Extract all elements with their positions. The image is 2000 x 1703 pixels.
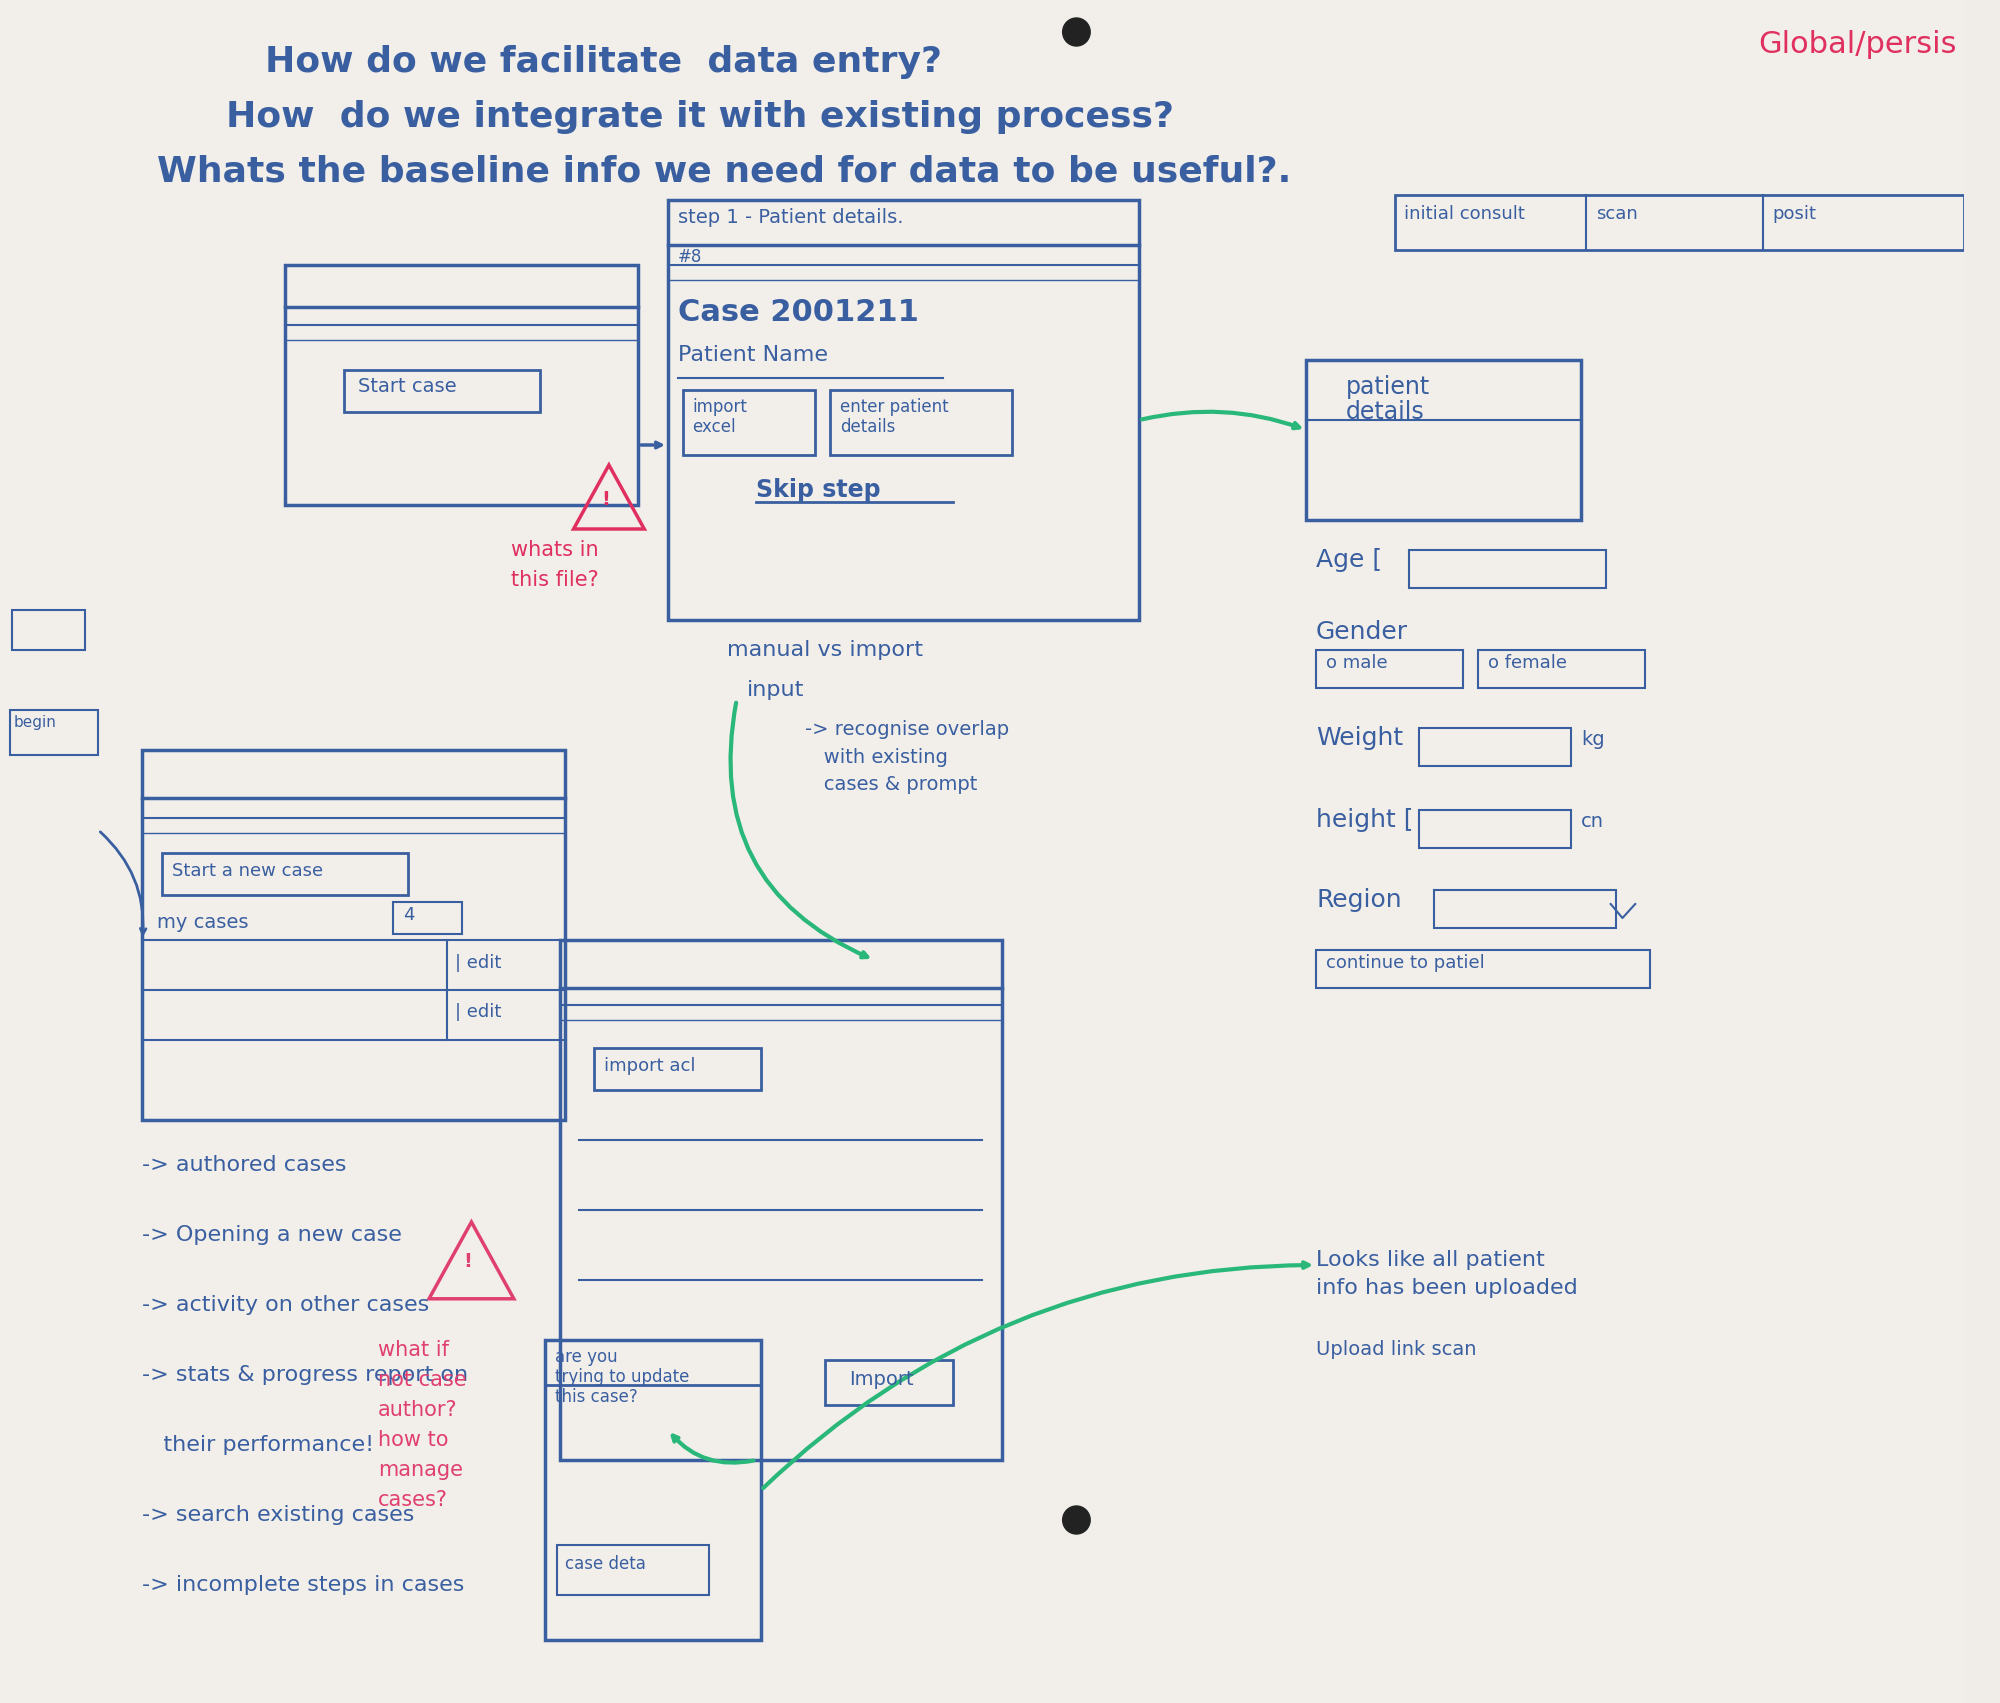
- Text: cases & prompt: cases & prompt: [806, 775, 978, 794]
- Text: #8: #8: [678, 249, 702, 266]
- Text: scan: scan: [1596, 204, 1638, 223]
- Text: begin: begin: [14, 715, 56, 731]
- Text: Start a new case: Start a new case: [172, 862, 322, 880]
- Bar: [142, 749, 564, 1121]
- Text: import: import: [692, 399, 748, 416]
- Text: kg: kg: [1582, 731, 1604, 749]
- Text: manage: manage: [378, 1459, 464, 1480]
- Bar: [824, 1361, 952, 1405]
- Bar: [162, 853, 408, 896]
- Text: cases?: cases?: [378, 1490, 448, 1511]
- Text: cn: cn: [1582, 812, 1604, 831]
- Text: info has been uploaded: info has been uploaded: [1316, 1277, 1578, 1298]
- Text: details: details: [1346, 400, 1424, 424]
- Bar: [1420, 811, 1572, 848]
- Bar: [1410, 550, 1606, 588]
- Text: How  do we integrate it with existing process?: How do we integrate it with existing pro…: [226, 100, 1174, 135]
- Text: posit: posit: [1772, 204, 1816, 223]
- Text: with existing: with existing: [806, 748, 948, 766]
- Text: -> incomplete steps in cases: -> incomplete steps in cases: [142, 1575, 464, 1596]
- Text: are you: are you: [554, 1349, 618, 1366]
- Bar: [392, 903, 462, 933]
- Bar: [1394, 196, 1964, 250]
- Text: Global/persis: Global/persis: [1758, 31, 1956, 60]
- Bar: [594, 1047, 762, 1090]
- Text: -> search existing cases: -> search existing cases: [142, 1505, 414, 1524]
- Text: height [: height [: [1316, 807, 1414, 833]
- Text: Case 2001211: Case 2001211: [678, 298, 918, 327]
- Text: | edit: | edit: [454, 1003, 502, 1022]
- Bar: [1306, 359, 1582, 519]
- Bar: [1420, 727, 1572, 766]
- Bar: [284, 266, 638, 506]
- Bar: [344, 370, 540, 412]
- Bar: [546, 1340, 762, 1640]
- Text: Skip step: Skip step: [756, 479, 880, 502]
- Text: step 1 - Patient details.: step 1 - Patient details.: [678, 208, 904, 226]
- Text: How do we facilitate  data entry?: How do we facilitate data entry?: [266, 44, 942, 78]
- Text: author?: author?: [378, 1400, 458, 1420]
- Text: Start case: Start case: [358, 376, 458, 397]
- Bar: [12, 610, 86, 651]
- Text: their performance!: their performance!: [142, 1436, 374, 1454]
- Bar: [830, 390, 1012, 455]
- Text: not case: not case: [378, 1369, 466, 1390]
- Text: my cases: my cases: [158, 913, 248, 932]
- Text: what if: what if: [378, 1340, 450, 1361]
- Bar: [560, 940, 1002, 1459]
- Bar: [682, 390, 816, 455]
- Text: this case?: this case?: [554, 1388, 638, 1407]
- Text: input: input: [746, 679, 804, 700]
- Bar: [1316, 651, 1464, 688]
- Text: -> Opening a new case: -> Opening a new case: [142, 1224, 402, 1245]
- Text: Region: Region: [1316, 887, 1402, 913]
- Text: continue to patiel: continue to patiel: [1326, 954, 1484, 972]
- Text: -> stats & progress report on: -> stats & progress report on: [142, 1366, 468, 1385]
- Bar: [556, 1545, 710, 1596]
- Text: !: !: [602, 490, 610, 509]
- Text: !: !: [464, 1252, 472, 1270]
- Text: enter patient: enter patient: [840, 399, 948, 416]
- Text: -> activity on other cases: -> activity on other cases: [142, 1294, 430, 1315]
- Text: import acl: import acl: [604, 1058, 696, 1075]
- Text: excel: excel: [692, 417, 736, 436]
- Text: o male: o male: [1326, 654, 1388, 673]
- Text: Upload link scan: Upload link scan: [1316, 1340, 1476, 1359]
- Text: | edit: | edit: [454, 954, 502, 972]
- Text: Looks like all patient: Looks like all patient: [1316, 1250, 1544, 1270]
- Text: Weight: Weight: [1316, 725, 1404, 749]
- Text: Import: Import: [850, 1369, 914, 1390]
- Text: -> recognise overlap: -> recognise overlap: [806, 720, 1010, 739]
- Text: case deta: case deta: [564, 1555, 646, 1574]
- Text: 4: 4: [402, 906, 414, 925]
- Text: Gender: Gender: [1316, 620, 1408, 644]
- Text: details: details: [840, 417, 896, 436]
- Text: this file?: this file?: [510, 571, 598, 589]
- Circle shape: [1062, 19, 1090, 46]
- Text: initial consult: initial consult: [1404, 204, 1526, 223]
- Bar: [1316, 950, 1650, 988]
- Text: patient: patient: [1346, 375, 1430, 399]
- Text: trying to update: trying to update: [554, 1368, 690, 1386]
- Text: Whats the baseline info we need for data to be useful?.: Whats the baseline info we need for data…: [158, 155, 1292, 189]
- Circle shape: [1062, 1505, 1090, 1534]
- Bar: [1434, 891, 1616, 928]
- Text: Patient Name: Patient Name: [678, 346, 828, 364]
- Bar: [668, 199, 1140, 620]
- Text: how to: how to: [378, 1431, 448, 1449]
- Text: whats in: whats in: [510, 540, 598, 560]
- Text: -> authored cases: -> authored cases: [142, 1155, 346, 1175]
- Bar: [10, 710, 98, 754]
- Text: manual vs import: manual vs import: [726, 640, 922, 661]
- Text: Age [: Age [: [1316, 548, 1382, 572]
- Text: o female: o female: [1488, 654, 1566, 673]
- Bar: [1478, 651, 1646, 688]
